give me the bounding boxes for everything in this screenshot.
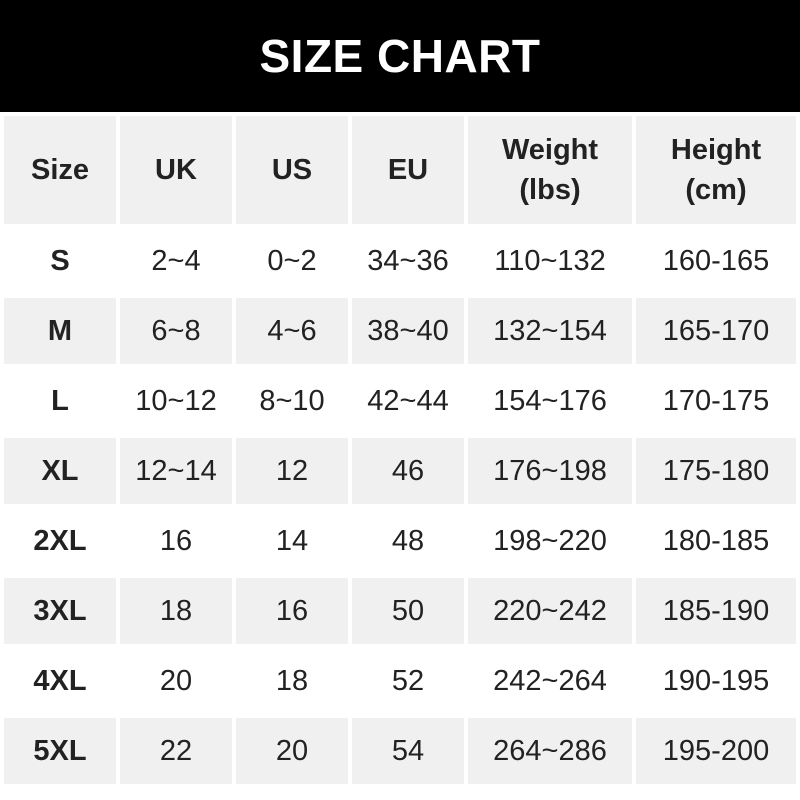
table-header: Size UK US EU Weight (lbs) Height (cm) — [4, 116, 796, 224]
eu-cell: 54 — [352, 718, 464, 784]
height-cell: 160-165 — [636, 228, 796, 294]
height-cell: 190-195 — [636, 648, 796, 714]
height-cell: 165-170 — [636, 298, 796, 364]
uk-cell: 16 — [120, 508, 232, 574]
uk-cell: 2~4 — [120, 228, 232, 294]
size-cell: M — [4, 298, 116, 364]
column-header-eu: EU — [352, 116, 464, 224]
size-cell: 3XL — [4, 578, 116, 644]
table-body: S 2~4 0~2 34~36 110~132 160-165 M 6~8 4~… — [4, 228, 796, 784]
size-cell: 4XL — [4, 648, 116, 714]
weight-cell: 154~176 — [468, 368, 632, 434]
size-cell: 5XL — [4, 718, 116, 784]
page-title: SIZE CHART — [259, 30, 541, 82]
height-cell: 195-200 — [636, 718, 796, 784]
weight-cell: 242~264 — [468, 648, 632, 714]
us-cell: 12 — [236, 438, 348, 504]
weight-cell: 264~286 — [468, 718, 632, 784]
size-chart-table: Size UK US EU Weight (lbs) Height (cm) S… — [0, 112, 800, 788]
us-cell: 14 — [236, 508, 348, 574]
eu-cell: 50 — [352, 578, 464, 644]
table-row-5xl: 5XL 22 20 54 264~286 195-200 — [4, 718, 796, 784]
uk-cell: 18 — [120, 578, 232, 644]
table-row-l: L 10~12 8~10 42~44 154~176 170-175 — [4, 368, 796, 434]
title-banner: SIZE CHART — [0, 0, 800, 112]
eu-cell: 46 — [352, 438, 464, 504]
column-header-height: Height (cm) — [636, 116, 796, 224]
size-cell: L — [4, 368, 116, 434]
size-cell: 2XL — [4, 508, 116, 574]
column-header-uk: UK — [120, 116, 232, 224]
table-row-2xl: 2XL 16 14 48 198~220 180-185 — [4, 508, 796, 574]
us-cell: 8~10 — [236, 368, 348, 434]
eu-cell: 42~44 — [352, 368, 464, 434]
weight-cell: 110~132 — [468, 228, 632, 294]
us-cell: 16 — [236, 578, 348, 644]
uk-cell: 12~14 — [120, 438, 232, 504]
column-header-weight: Weight (lbs) — [468, 116, 632, 224]
us-cell: 20 — [236, 718, 348, 784]
column-header-size: Size — [4, 116, 116, 224]
weight-cell: 176~198 — [468, 438, 632, 504]
uk-cell: 22 — [120, 718, 232, 784]
uk-cell: 6~8 — [120, 298, 232, 364]
weight-cell: 198~220 — [468, 508, 632, 574]
eu-cell: 52 — [352, 648, 464, 714]
size-cell: XL — [4, 438, 116, 504]
us-cell: 18 — [236, 648, 348, 714]
size-cell: S — [4, 228, 116, 294]
weight-cell: 220~242 — [468, 578, 632, 644]
eu-cell: 34~36 — [352, 228, 464, 294]
table-row-3xl: 3XL 18 16 50 220~242 185-190 — [4, 578, 796, 644]
height-cell: 170-175 — [636, 368, 796, 434]
eu-cell: 48 — [352, 508, 464, 574]
height-cell: 175-180 — [636, 438, 796, 504]
uk-cell: 20 — [120, 648, 232, 714]
table-row-xl: XL 12~14 12 46 176~198 175-180 — [4, 438, 796, 504]
column-header-us: US — [236, 116, 348, 224]
eu-cell: 38~40 — [352, 298, 464, 364]
header-row: Size UK US EU Weight (lbs) Height (cm) — [4, 116, 796, 224]
table-row-m: M 6~8 4~6 38~40 132~154 165-170 — [4, 298, 796, 364]
table-row-s: S 2~4 0~2 34~36 110~132 160-165 — [4, 228, 796, 294]
us-cell: 0~2 — [236, 228, 348, 294]
us-cell: 4~6 — [236, 298, 348, 364]
table-row-4xl: 4XL 20 18 52 242~264 190-195 — [4, 648, 796, 714]
height-cell: 185-190 — [636, 578, 796, 644]
weight-cell: 132~154 — [468, 298, 632, 364]
height-cell: 180-185 — [636, 508, 796, 574]
uk-cell: 10~12 — [120, 368, 232, 434]
